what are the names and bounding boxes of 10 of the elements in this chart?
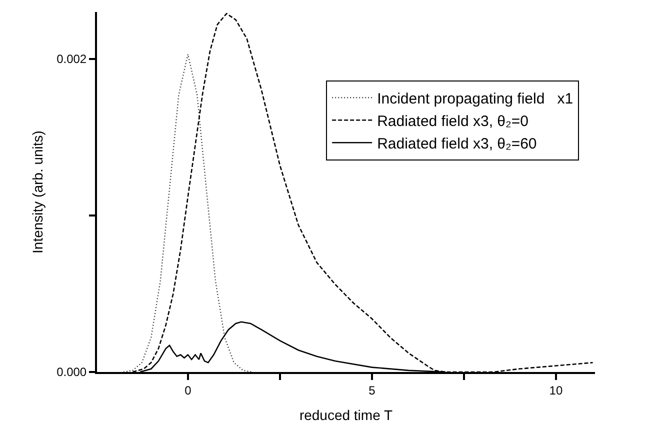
x-tick-label: 5	[368, 383, 376, 398]
legend-label: Incident propagating field x1	[377, 90, 574, 108]
x-tick-label: 0	[184, 383, 192, 398]
y-tick-label: 0.000	[56, 365, 87, 380]
legend-label: Radiated field x3, θ₂=60	[377, 136, 537, 152]
legend-label: Radiated field x3, θ₂=0	[377, 113, 528, 130]
y-axis-title: Intensity (arb. units)	[30, 130, 46, 254]
y-tick-label: 0.002	[56, 52, 87, 66]
x-tick-label: 10	[549, 383, 563, 398]
x-axis-title: reduced time T	[299, 407, 394, 424]
